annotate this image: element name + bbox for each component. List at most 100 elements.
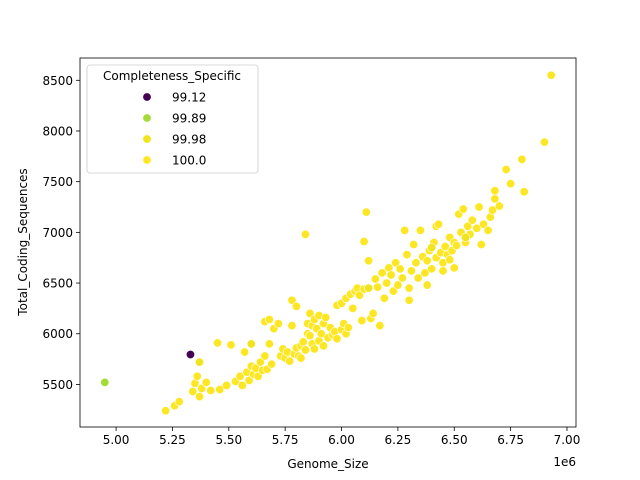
data-point <box>161 406 171 416</box>
data-point <box>318 341 328 351</box>
data-point <box>379 293 389 303</box>
data-point <box>377 268 387 278</box>
data-point <box>287 321 297 331</box>
data-point <box>264 315 274 325</box>
legend-label: 100.0 <box>172 154 206 168</box>
data-point <box>472 223 482 233</box>
data-point <box>458 204 468 214</box>
data-point <box>386 270 396 280</box>
data-point <box>476 240 486 250</box>
data-point <box>404 283 414 293</box>
x-tick-label: 5.00 <box>103 433 130 447</box>
legend-box <box>86 64 259 174</box>
data-point <box>273 319 283 329</box>
data-point <box>246 339 256 349</box>
data-point <box>370 274 380 284</box>
y-axis-label: Total_Coding_Sequences <box>16 168 30 316</box>
data-point <box>368 308 378 318</box>
data-point <box>364 256 374 266</box>
x-tick-label: 5.25 <box>159 433 186 447</box>
legend-marker <box>142 92 152 102</box>
data-point <box>305 331 315 341</box>
legend: Completeness_Specific 99.12 99.89 99.98 100… <box>86 64 259 174</box>
data-point <box>445 255 455 265</box>
data-point <box>506 179 516 189</box>
data-point <box>479 219 489 229</box>
data-point <box>519 187 529 197</box>
data-point <box>213 338 223 348</box>
data-point <box>235 371 245 381</box>
data-point <box>194 392 204 402</box>
data-point <box>253 371 263 381</box>
data-point <box>402 250 412 260</box>
data-point <box>197 383 207 393</box>
y-tick-label: 6500 <box>42 277 73 291</box>
data-point <box>316 329 326 339</box>
data-point <box>321 313 331 323</box>
data-point <box>373 282 383 292</box>
data-point <box>244 375 254 385</box>
data-point <box>393 280 403 290</box>
data-point <box>285 356 295 366</box>
data-point <box>355 290 365 300</box>
data-point <box>488 205 498 215</box>
legend-label: 99.89 <box>172 112 206 126</box>
data-point <box>291 301 301 311</box>
data-point <box>490 186 500 196</box>
legend-entries: 99.12 99.89 99.98 100.0 <box>142 91 206 168</box>
data-point <box>300 345 310 355</box>
y-tick-label: 7000 <box>42 226 73 240</box>
data-point <box>264 339 274 349</box>
x-tick-label: 6.25 <box>385 433 412 447</box>
legend-label: 99.12 <box>172 91 206 105</box>
data-point <box>237 380 247 390</box>
y-tick-label: 5500 <box>42 378 73 392</box>
data-point <box>255 357 265 367</box>
data-point <box>194 357 204 367</box>
x-tick-label: 5.75 <box>272 433 299 447</box>
data-point <box>222 380 232 390</box>
data-point <box>226 340 236 350</box>
data-point <box>100 377 110 387</box>
data-point <box>260 351 270 361</box>
x-tick-label: 7.00 <box>554 433 581 447</box>
y-tick-label: 7500 <box>42 175 73 189</box>
data-point <box>240 347 250 357</box>
data-point <box>309 344 319 354</box>
data-point <box>296 353 306 363</box>
y-tick-label: 6000 <box>42 327 73 341</box>
y-axis-ticks: 5500 6000 6500 7000 7500 8000 8500 <box>42 74 80 392</box>
data-point <box>539 137 549 147</box>
data-point <box>433 219 443 229</box>
data-point <box>494 201 504 211</box>
x-tick-label: 6.75 <box>497 433 524 447</box>
data-point <box>395 264 405 274</box>
data-point <box>400 225 410 235</box>
data-point <box>348 303 358 313</box>
data-point <box>364 283 374 293</box>
data-point <box>359 236 369 246</box>
data-point <box>388 286 398 296</box>
data-point <box>375 321 385 331</box>
data-point <box>427 243 437 253</box>
legend-marker <box>142 134 152 144</box>
data-point <box>420 268 430 278</box>
x-tick-label: 6.00 <box>328 433 355 447</box>
data-point <box>185 350 195 360</box>
data-point <box>332 334 342 344</box>
data-point <box>474 202 484 212</box>
data-point <box>546 70 556 80</box>
legend-label: 99.98 <box>172 133 206 147</box>
data-point <box>397 273 407 283</box>
data-point <box>415 225 425 235</box>
data-point <box>382 278 392 288</box>
data-point <box>188 387 198 397</box>
data-point <box>287 295 297 305</box>
plot-frame <box>79 57 577 428</box>
data-point <box>449 263 459 273</box>
data-point <box>422 280 432 290</box>
legend-title: Completeness_Specific <box>103 69 241 83</box>
data-point <box>206 386 216 396</box>
data-point <box>461 232 471 242</box>
data-point <box>357 316 367 326</box>
